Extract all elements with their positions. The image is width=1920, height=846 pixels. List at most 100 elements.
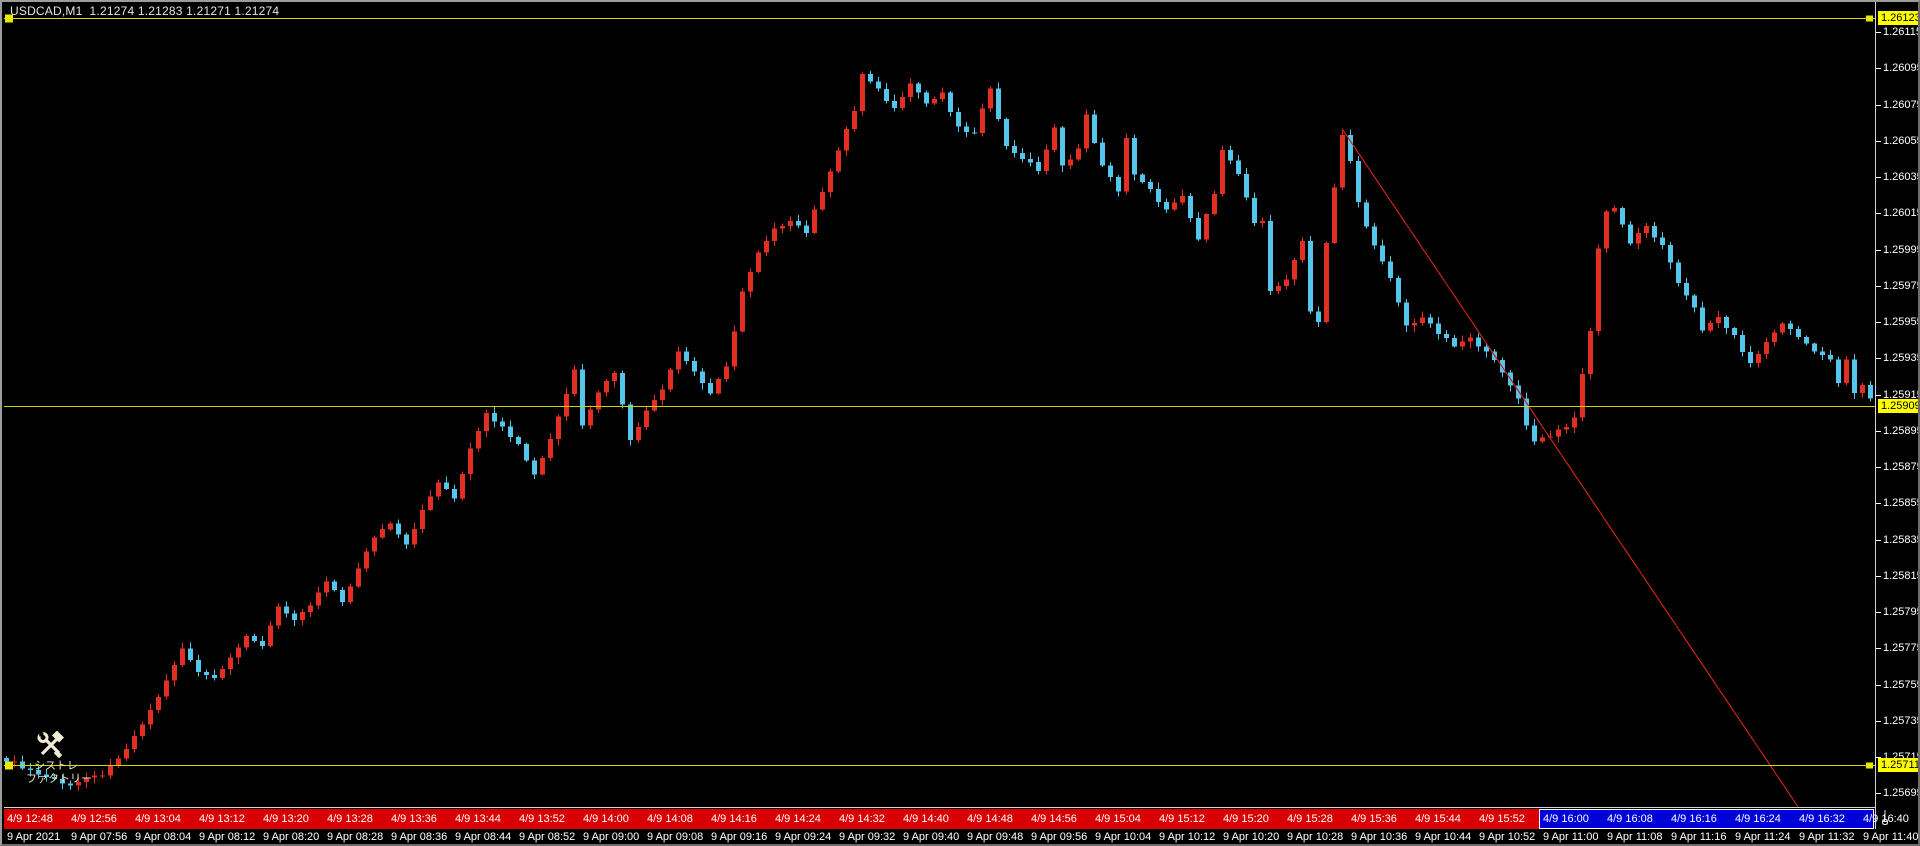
session-time-label: 4/9 15:36 bbox=[1351, 813, 1397, 825]
candle-body bbox=[276, 606, 281, 626]
candle-body bbox=[1284, 279, 1289, 287]
candle-body bbox=[732, 331, 737, 367]
candle-body bbox=[1748, 352, 1753, 363]
candle-body bbox=[12, 761, 17, 763]
candle-body bbox=[268, 625, 273, 647]
candle-body bbox=[1444, 334, 1449, 338]
candle-body bbox=[404, 534, 409, 545]
candle-body bbox=[740, 291, 745, 332]
candle-body bbox=[652, 399, 657, 411]
candle-body bbox=[556, 416, 561, 440]
candle-body bbox=[1788, 323, 1793, 329]
descending-trendline[interactable] bbox=[1341, 128, 1799, 808]
session-time-label: 4/9 13:28 bbox=[327, 813, 373, 825]
candle-body bbox=[1276, 286, 1281, 291]
candle-body bbox=[780, 226, 785, 229]
candle-body bbox=[1028, 158, 1033, 163]
time-axis-label: 9 Apr 08:36 bbox=[391, 831, 448, 843]
candle-body bbox=[1148, 181, 1153, 189]
candle-body bbox=[620, 372, 625, 405]
candle-body bbox=[4, 757, 9, 762]
session-time-label: 4/9 14:00 bbox=[583, 813, 629, 825]
candle-body bbox=[1684, 283, 1689, 296]
upper-level-line-left-handle[interactable] bbox=[5, 14, 13, 23]
candle-body bbox=[316, 592, 321, 606]
candle-body bbox=[564, 393, 569, 417]
candle-body bbox=[508, 426, 513, 437]
candle-body bbox=[236, 647, 241, 658]
session-time-label: 4/9 16:08 bbox=[1607, 813, 1653, 825]
price-tick-label: 1.25955 bbox=[1883, 316, 1920, 329]
session-time-label: 4/9 14:40 bbox=[903, 813, 949, 825]
candle-body bbox=[1708, 323, 1713, 331]
candle-body bbox=[188, 648, 193, 661]
candle-body bbox=[804, 225, 809, 233]
candle-body bbox=[132, 736, 137, 749]
price-tick-mark bbox=[1876, 177, 1881, 179]
candle-body bbox=[1300, 240, 1305, 260]
candle-body bbox=[1540, 437, 1545, 442]
candle-body bbox=[372, 537, 377, 552]
price-tick-mark bbox=[1876, 612, 1881, 614]
candle-body bbox=[156, 696, 161, 710]
lower-level-line-right-handle[interactable] bbox=[1866, 762, 1873, 769]
watermark-text-line2: ファクトリー bbox=[26, 773, 92, 785]
lower-level-line-left-handle[interactable] bbox=[5, 761, 13, 770]
candle-body bbox=[700, 371, 705, 383]
time-axis-label: 9 Apr 11:40 bbox=[1863, 831, 1919, 843]
hammer-wrench-icon bbox=[37, 731, 65, 759]
price-tick-mark bbox=[1876, 467, 1881, 469]
upper-level-line-right-handle[interactable] bbox=[1866, 15, 1873, 22]
candle-body bbox=[220, 669, 225, 678]
candle-body bbox=[796, 221, 801, 226]
candle-body bbox=[884, 88, 889, 101]
candle-body bbox=[1460, 341, 1465, 347]
price-tick-mark bbox=[1876, 140, 1881, 142]
session-time-label: 4/9 16:16 bbox=[1671, 813, 1717, 825]
candle-body bbox=[948, 92, 953, 112]
price-tick-label: 1.26075 bbox=[1883, 98, 1920, 111]
session-time-label: 4/9 15:04 bbox=[1095, 813, 1141, 825]
candle-body bbox=[204, 672, 209, 675]
price-tick-mark bbox=[1876, 68, 1881, 70]
time-axis-label: 9 Apr 11:00 bbox=[1543, 831, 1599, 843]
candle-body bbox=[1204, 214, 1209, 240]
candle-body bbox=[1396, 277, 1401, 303]
candle-body bbox=[868, 73, 873, 82]
time-axis[interactable]: 9 Apr 2021 9 Apr 07:56 9 Apr 08:04 9 Apr 08… bbox=[2, 829, 1919, 844]
candle-body bbox=[116, 758, 121, 765]
candle-body bbox=[716, 378, 721, 394]
candle-body bbox=[284, 606, 289, 614]
time-axis-label: 9 Apr 11:16 bbox=[1671, 831, 1727, 843]
candle-body bbox=[1612, 207, 1617, 212]
price-tick-label: 1.25735 bbox=[1883, 714, 1920, 727]
scroll-marker-icon[interactable] bbox=[1881, 818, 1889, 826]
candle-body bbox=[988, 88, 993, 109]
price-tick-label: 1.25915 bbox=[1883, 388, 1920, 401]
session-time-label: 4/9 16:32 bbox=[1799, 813, 1845, 825]
session-time-label: 4/9 14:32 bbox=[839, 813, 885, 825]
candle-body bbox=[588, 409, 593, 426]
candle-body bbox=[660, 389, 665, 400]
price-tick-mark bbox=[1876, 503, 1881, 505]
candle-body bbox=[1596, 248, 1601, 332]
candle-body bbox=[1812, 343, 1817, 352]
candle-body bbox=[916, 83, 921, 93]
candle-body bbox=[900, 96, 905, 109]
candle-body bbox=[540, 457, 545, 475]
candle-body bbox=[1044, 149, 1049, 172]
candle-body bbox=[548, 439, 553, 458]
candle-body bbox=[572, 369, 577, 394]
time-axis-label: 9 Apr 11:32 bbox=[1799, 831, 1855, 843]
candle-body bbox=[468, 448, 473, 475]
session-time-label: 4/9 13:36 bbox=[391, 813, 437, 825]
price-tick-label: 1.25815 bbox=[1883, 569, 1920, 582]
time-axis-label: 9 Apr 09:32 bbox=[839, 831, 896, 843]
session-time-label: 4/9 16:00 bbox=[1543, 813, 1589, 825]
candle-body bbox=[1340, 134, 1345, 188]
candle-body bbox=[1156, 188, 1161, 202]
candle-body bbox=[260, 640, 265, 647]
candle-body bbox=[428, 496, 433, 510]
